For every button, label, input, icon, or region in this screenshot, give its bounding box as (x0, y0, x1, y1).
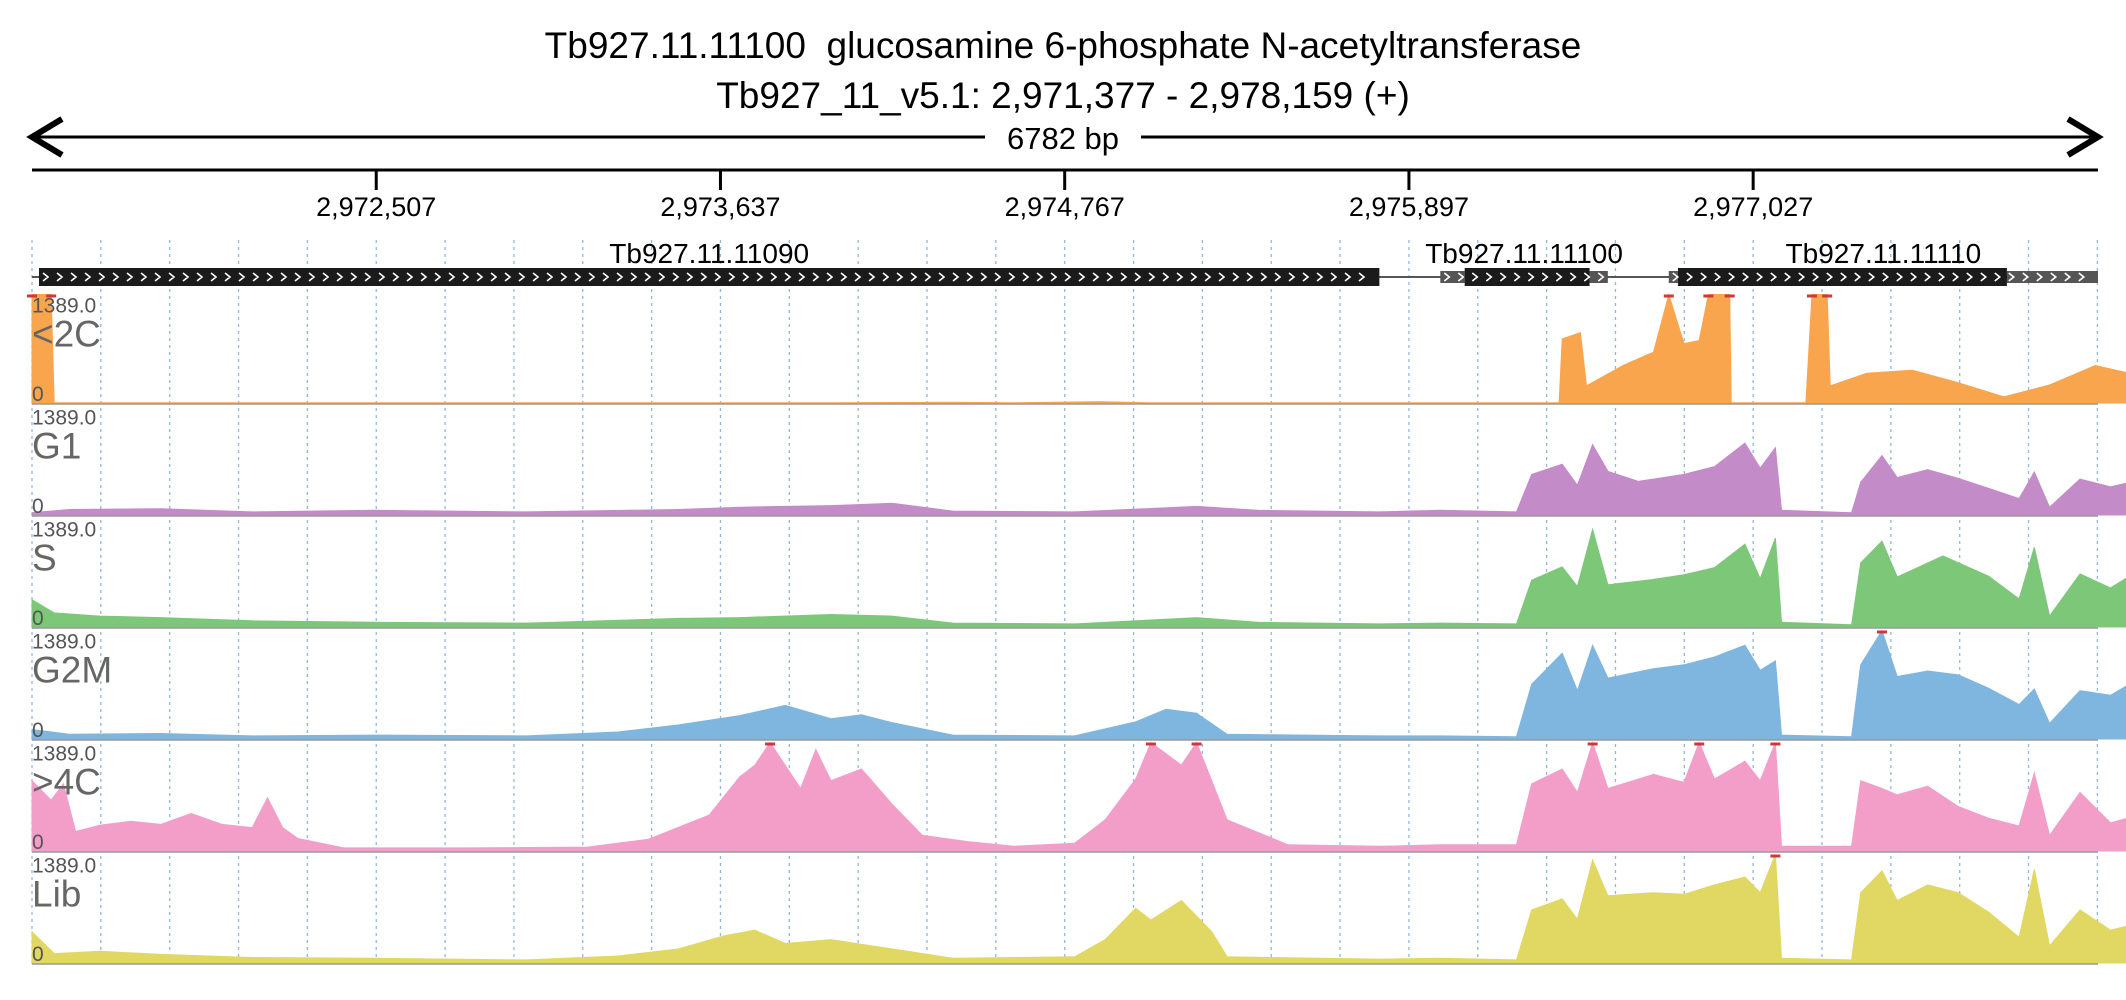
gene-cds (1464, 268, 1590, 286)
track-name: <2C (32, 314, 101, 355)
y-max-label: 1389.0 (32, 519, 96, 542)
track: 1389.0 0 S (31, 519, 2126, 630)
coverage-area (31, 442, 2126, 516)
clipped-marker (765, 742, 776, 746)
track: 1389.0 0 Lib (31, 854, 2126, 966)
clipped-marker (1806, 294, 1817, 298)
gene-utr-3 (2006, 271, 2098, 283)
ruler-tick-label: 2,973,637 (660, 192, 780, 222)
y-max-label: 1389.0 (32, 631, 96, 654)
coverage-area (31, 527, 2126, 628)
chart-title: Tb927.11.11100 glucosamine 6-phosphate N… (544, 25, 1582, 66)
gene-utr-5 (1668, 271, 1678, 283)
clipped-marker (1703, 294, 1714, 298)
track-name: G1 (32, 426, 81, 467)
coverage-area (31, 854, 2126, 964)
ruler-ticks: 2,972,507 2,973,637 2,974,767 2,975,897 2,97… (316, 170, 1813, 222)
track: 1389.0 0 G1 (31, 407, 2126, 518)
y-min-label: 0 (32, 495, 44, 518)
y-max-label: 1389.0 (32, 855, 96, 878)
strand-arrows (42, 272, 1366, 282)
gridlines (31, 240, 2099, 965)
gene-utr-3 (1589, 271, 1608, 283)
gene-utr-5 (1440, 271, 1465, 283)
clipped-marker (1724, 294, 1735, 298)
track: 1389.0 0 >4C (31, 740, 2126, 854)
y-min-label: 0 (32, 607, 44, 630)
clipped-marker (1822, 294, 1833, 298)
track-name: >4C (32, 762, 101, 803)
clipped-marker (1587, 742, 1598, 746)
ruler-tick-label: 2,972,507 (316, 192, 436, 222)
track-name: Lib (32, 874, 81, 915)
chart-subtitle: Tb927_11_v5.1: 2,971,377 - 2,978,159 (+) (716, 75, 1410, 116)
clipped-marker (1770, 742, 1781, 746)
gene-label: Tb927.11.11090 (609, 238, 809, 269)
y-min-label: 0 (32, 943, 44, 966)
clipped-marker (1145, 742, 1156, 746)
coverage-area (31, 629, 2126, 740)
clipped-marker (1663, 294, 1674, 298)
track: 1389.0 0 G2M (31, 629, 2126, 742)
clipped-marker (1191, 742, 1202, 746)
span-length-label: 6782 bp (1007, 121, 1119, 156)
gene-cds (1677, 268, 2007, 286)
y-min-label: 0 (32, 383, 44, 406)
gene-cds (39, 268, 1380, 286)
ruler-tick-label: 2,974,767 (1005, 192, 1125, 222)
clipped-marker (1877, 630, 1888, 634)
clipped-marker (27, 294, 37, 298)
strand-arrows (1672, 272, 2086, 282)
track-name: S (32, 538, 57, 579)
y-min-label: 0 (32, 831, 44, 854)
y-max-label: 1389.0 (32, 743, 96, 766)
ruler-tick-label: 2,977,027 (1693, 192, 1813, 222)
track: 1389.0 0 <2C (27, 292, 2126, 406)
clipped-marker (46, 294, 57, 298)
y-min-label: 0 (32, 719, 44, 742)
coverage-tracks: 1389.00<2C1389.00G11389.00S1389.00G2M138… (27, 292, 2126, 966)
y-max-label: 1389.0 (32, 295, 96, 318)
track-name: G2M (32, 650, 112, 691)
coverage-area (31, 292, 2126, 404)
gene-label: Tb927.11.11100 (1425, 238, 1623, 269)
strand-arrows (1443, 272, 1605, 282)
clipped-marker (1694, 742, 1705, 746)
y-max-label: 1389.0 (32, 407, 96, 430)
clipped-marker (1770, 854, 1781, 858)
gene-track: Tb927.11.11090 Tb927.11.11100 Tb927.11.111… (32, 238, 2098, 286)
gene-label: Tb927.11.11110 (1786, 238, 1982, 269)
ruler-tick-label: 2,975,897 (1349, 192, 1469, 222)
coverage-area (31, 740, 2126, 852)
